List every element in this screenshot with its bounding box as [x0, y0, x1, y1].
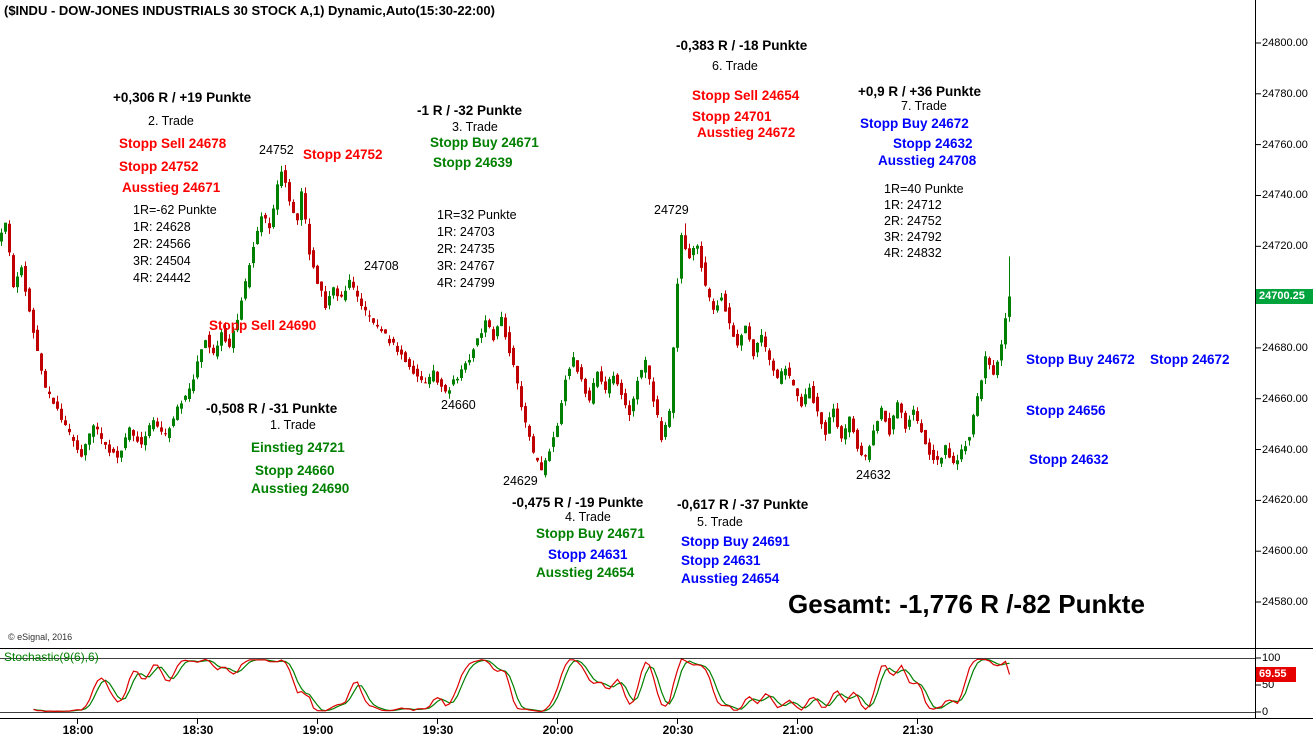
total-result-label: Gesamt: -1,776 R /-82 Punkte	[788, 589, 1145, 619]
annotation-stopp-sell-24690: Stopp Sell 24690	[209, 318, 317, 333]
annotation-1r-40-punkte: 1R=40 Punkte	[884, 182, 964, 196]
annotation-1r-24703: 1R: 24703	[437, 225, 495, 239]
annotation-stopp-24632: Stopp 24632	[1029, 452, 1109, 467]
stochastic-axis-label: 100	[1262, 652, 1281, 664]
annotation-stopp-24672: Stopp 24672	[1150, 352, 1230, 367]
annotation-stopp-24701: Stopp 24701	[692, 109, 772, 124]
annotation-1r-32-punkte: 1R=32 Punkte	[437, 208, 517, 222]
price-axis-label: 24680.00	[1262, 341, 1308, 354]
time-axis-label: 18:30	[182, 723, 214, 737]
price-axis-label: 24620.00	[1262, 494, 1308, 507]
annotation-4-trade: 4. Trade	[565, 510, 611, 524]
annotation-4r-24799: 4R: 24799	[437, 276, 495, 290]
annotation-stopp-24631: Stopp 24631	[548, 547, 628, 562]
annotation-2-trade: 2. Trade	[148, 114, 194, 128]
price-axis-label: 24640.00	[1262, 443, 1308, 456]
annotation-stopp-buy-24691: Stopp Buy 24691	[681, 534, 790, 549]
stochastic-indicator-label: Stochastic(9(6),6)	[4, 650, 99, 664]
annotation-ausstieg-24654: Ausstieg 24654	[681, 571, 780, 586]
annotation-stopp-buy-24671: Stopp Buy 24671	[430, 135, 539, 150]
annotation-1-trade: 1. Trade	[270, 418, 316, 432]
annotation-24660: 24660	[441, 398, 476, 412]
annotation-ausstieg-24672: Ausstieg 24672	[697, 125, 796, 140]
annotation-3r-24504: 3R: 24504	[133, 254, 191, 268]
time-axis-label: 18:00	[62, 723, 94, 737]
annotation-stopp-sell-24654: Stopp Sell 24654	[692, 88, 800, 103]
time-axis-label: 21:30	[902, 723, 934, 737]
annotation-24708: 24708	[364, 259, 399, 273]
price-axis-label: 24740.00	[1262, 189, 1308, 202]
annotation-0-306-r-19-punkte: +0,306 R / +19 Punkte	[113, 90, 252, 105]
stochastic-axis-label: 0	[1262, 706, 1269, 718]
price-axis-label: 24720.00	[1262, 240, 1308, 253]
annotation-stopp-24752: Stopp 24752	[119, 159, 199, 174]
annotation-ausstieg-24690: Ausstieg 24690	[251, 481, 350, 496]
stochastic-value-tag: 69.55	[1256, 666, 1296, 682]
annotation-0-9-r-36-punkte: +0,9 R / +36 Punkte	[858, 84, 982, 99]
price-axis-label: 24580.00	[1262, 596, 1308, 608]
annotation-3r-24767: 3R: 24767	[437, 259, 495, 273]
annotation-stopp-sell-24678: Stopp Sell 24678	[119, 136, 227, 151]
annotation-stopp-24631: Stopp 24631	[681, 553, 761, 568]
annotation-stopp-24632: Stopp 24632	[893, 136, 973, 151]
annotation-stopp-buy-24672: Stopp Buy 24672	[1026, 352, 1135, 367]
annotation-0-617-r-37-punkte: -0,617 R / -37 Punkte	[677, 497, 809, 512]
annotation-3r-24792: 3R: 24792	[884, 230, 942, 244]
price-axis-label: 24800.00	[1262, 37, 1308, 49]
annotation-einstieg-24721: Einstieg 24721	[251, 440, 345, 455]
annotation-ausstieg-24708: Ausstieg 24708	[878, 153, 977, 168]
annotation-ausstieg-24654: Ausstieg 24654	[536, 565, 635, 580]
annotation-0-475-r-19-punkte: -0,475 R / -19 Punkte	[512, 495, 644, 510]
copyright-label: © eSignal, 2016	[8, 632, 73, 642]
price-axis-label: 24600.00	[1262, 545, 1308, 558]
annotation-ausstieg-24671: Ausstieg 24671	[122, 180, 221, 195]
annotation-6-trade: 6. Trade	[712, 59, 758, 73]
last-price-tag: 24700.25	[1256, 288, 1313, 304]
annotation-1r-24628: 1R: 24628	[133, 220, 191, 234]
annotation-2r-24566: 2R: 24566	[133, 237, 191, 251]
time-axis-label: 20:00	[542, 723, 574, 737]
price-axis[interactable]: 24800.00 24780.00 24760.00 24740.00 24720.00…	[1255, 0, 1313, 719]
annotation-stopp-24639: Stopp 24639	[433, 155, 513, 170]
time-axis-label: 19:00	[302, 723, 334, 737]
chart-title: ($INDU - DOW-JONES INDUSTRIALS 30 STOCK …	[4, 3, 495, 18]
time-axis-label: 21:00	[782, 723, 814, 737]
annotation-24729: 24729	[654, 203, 689, 217]
annotation-0-383-r-18-punkte: -0,383 R / -18 Punkte	[676, 38, 808, 53]
annotation-stopp-buy-24671: Stopp Buy 24671	[536, 526, 645, 541]
annotation-stopp-24656: Stopp 24656	[1026, 403, 1106, 418]
time-axis-label: 20:30	[662, 723, 694, 737]
annotation-stopp-buy-24672: Stopp Buy 24672	[860, 116, 969, 131]
annotation-2r-24752: 2R: 24752	[884, 214, 942, 228]
annotation-1r-62-punkte: 1R=-62 Punkte	[133, 203, 217, 217]
annotation-24752: 24752	[259, 143, 294, 157]
price-axis-label: 24760.00	[1262, 138, 1308, 151]
annotation-4r-24442: 4R: 24442	[133, 271, 191, 285]
time-axis[interactable]: 18:00 18:30 19:00 19:30 20:00 20:30 21:00 21:30	[0, 719, 1313, 742]
annotation-0-508-r-31-punkte: -0,508 R / -31 Punkte	[206, 401, 338, 416]
price-axis-label: 24780.00	[1262, 87, 1308, 100]
annotation-1r-24712: 1R: 24712	[884, 198, 942, 212]
annotation-stopp-24660: Stopp 24660	[255, 463, 335, 478]
annotation-2r-24735: 2R: 24735	[437, 242, 495, 256]
stochastic-axis-label: 50	[1262, 679, 1275, 691]
annotation-4r-24832: 4R: 24832	[884, 246, 942, 260]
annotation-7-trade: 7. Trade	[901, 99, 947, 113]
time-axis-label: 19:30	[422, 723, 454, 737]
annotation-3-trade: 3. Trade	[452, 120, 498, 134]
annotation-5-trade: 5. Trade	[697, 515, 743, 529]
annotation-24629: 24629	[503, 474, 538, 488]
annotation-stopp-24752: Stopp 24752	[303, 147, 383, 162]
annotation-1-r-32-punkte: -1 R / -32 Punkte	[417, 103, 523, 118]
annotation-24632: 24632	[856, 468, 891, 482]
price-axis-label: 24660.00	[1262, 392, 1308, 405]
